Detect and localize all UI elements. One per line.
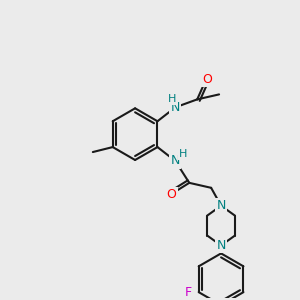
- Text: H: H: [168, 94, 177, 104]
- Text: O: O: [202, 73, 212, 86]
- Text: N: N: [171, 154, 180, 167]
- Text: F: F: [185, 286, 192, 299]
- Text: N: N: [216, 199, 226, 212]
- Text: N: N: [216, 239, 226, 252]
- Text: H: H: [179, 149, 188, 159]
- Text: N: N: [171, 101, 180, 114]
- Text: O: O: [167, 188, 176, 201]
